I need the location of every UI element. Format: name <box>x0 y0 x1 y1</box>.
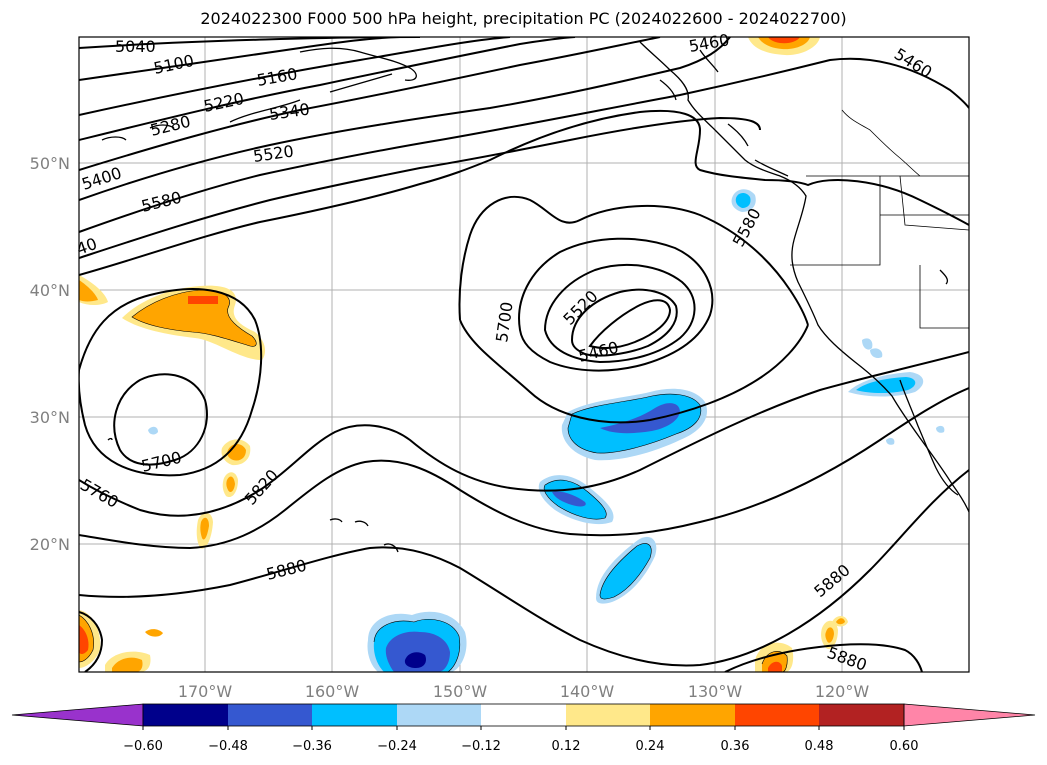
map-title: 2024022300 F000 500 hPa height, precipit… <box>200 9 847 28</box>
colorbar-segment <box>650 704 735 726</box>
colorbar-segment <box>143 704 228 726</box>
height-contours <box>79 37 969 672</box>
precip-shading <box>79 37 945 672</box>
lat-label-50n: 50°N <box>30 154 70 173</box>
colorbar-segment <box>228 704 312 726</box>
lon-label-160w: 160°W <box>305 682 360 701</box>
lon-label-120w: 120°W <box>815 682 870 701</box>
colorbar-segment <box>735 704 819 726</box>
colorbar <box>11 703 1036 730</box>
colorbar-tick-label: −0.24 <box>377 739 417 754</box>
lon-label-150w: 150°W <box>433 682 488 701</box>
lat-label-40n: 40°N <box>30 281 70 300</box>
colorbar-extend-min <box>11 703 144 727</box>
colorbar-tick-labels: −0.60 −0.48 −0.36 −0.24 −0.12 0.12 0.24 … <box>123 739 918 754</box>
longitude-labels: 170°W 160°W 150°W 140°W 130°W 120°W <box>178 682 870 701</box>
colorbar-segment <box>397 704 481 726</box>
colorbar-tick-label: −0.48 <box>208 739 248 754</box>
colorbar-tick-label: −0.36 <box>292 739 332 754</box>
colorbar-segment <box>819 704 904 726</box>
colorbar-outline <box>142 703 905 727</box>
colorbar-tick-label: −0.12 <box>461 739 501 754</box>
lon-label-170w: 170°W <box>178 682 233 701</box>
map-frame <box>78 36 970 673</box>
lat-label-20n: 20°N <box>30 535 70 554</box>
colorbar-tick-label: 0.12 <box>552 739 581 754</box>
colorbar-tick-label: 0.60 <box>890 739 919 754</box>
colorbar-tick-label: 0.24 <box>636 739 665 754</box>
map-area <box>79 37 969 672</box>
lat-label-30n: 30°N <box>30 408 70 427</box>
colorbar-tick-label: −0.60 <box>123 739 163 754</box>
colorbar-tick-label: 0.48 <box>805 739 834 754</box>
colorbar-tick-label: 0.36 <box>721 739 750 754</box>
gridlines <box>79 37 969 672</box>
colorbar-segment <box>312 704 397 726</box>
lon-label-140w: 140°W <box>560 682 615 701</box>
colorbar-segment <box>566 704 650 726</box>
contour-label: 5040 <box>115 37 156 56</box>
lon-label-130w: 130°W <box>688 682 743 701</box>
colorbar-segment <box>481 704 566 726</box>
colorbar-extend-max <box>903 703 1036 727</box>
latitude-labels: 50°N 40°N 30°N 20°N <box>30 154 70 554</box>
coastlines <box>101 41 969 553</box>
